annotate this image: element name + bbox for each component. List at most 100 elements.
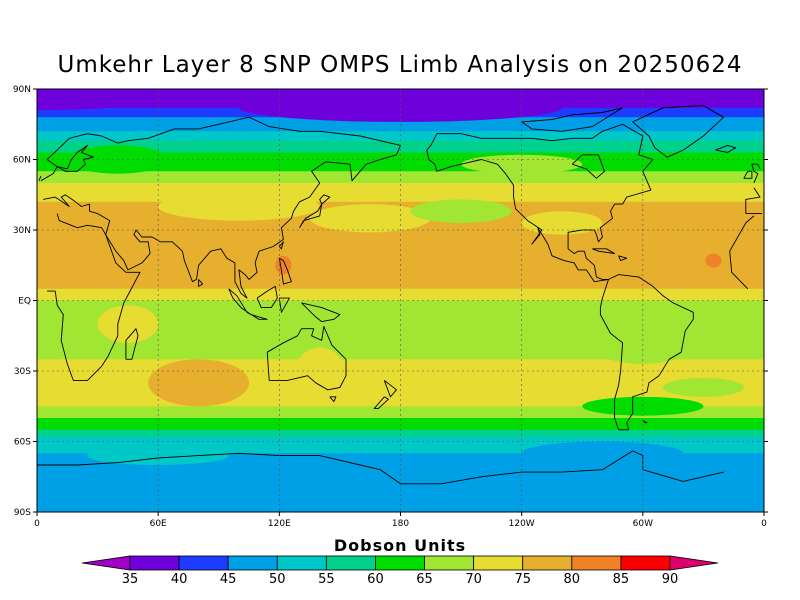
coastline — [278, 257, 292, 285]
colorbar-label: 80 — [564, 572, 581, 587]
colorbar-segment — [522, 555, 573, 571]
gridlines — [37, 89, 764, 512]
colorbar-label: 60 — [367, 572, 384, 587]
ozone-patch — [410, 199, 512, 223]
lon-tick-label: 60E — [150, 519, 167, 529]
ozone-patch — [521, 441, 684, 465]
colorbar-label: 85 — [613, 572, 630, 587]
colorbar-label: 35 — [122, 572, 139, 587]
ozone-band — [37, 131, 764, 142]
coastline — [383, 380, 397, 398]
lon-tick-label: 0 — [34, 519, 40, 529]
coastline — [299, 194, 331, 228]
lat-tick-label: 60S — [14, 438, 31, 448]
ozone-patch — [717, 319, 730, 329]
coastline — [329, 396, 337, 403]
lon-tick-label: 180 — [392, 519, 409, 529]
coastline — [47, 213, 141, 381]
colorbar-segment — [178, 555, 229, 571]
ozone-patch — [97, 305, 159, 343]
lat-tick-label: 30S — [14, 367, 31, 377]
coastline — [38, 175, 42, 181]
ozone-patch — [663, 378, 744, 397]
colorbar-segment — [325, 555, 376, 571]
colorbar: 35 40 45 50 55 60 65 70 75 80 85 90 — [81, 555, 719, 587]
coastline — [729, 251, 749, 290]
coastline — [729, 215, 755, 252]
map-title: Umkehr Layer 8 SNP OMPS Limb Analysis on… — [57, 52, 743, 78]
coastline — [743, 170, 753, 179]
coastline — [632, 105, 725, 158]
colorbar-label: 65 — [416, 572, 433, 587]
ozone-patch — [582, 396, 704, 416]
coastline — [618, 255, 628, 262]
lon-tick-label: 0 — [761, 519, 767, 529]
colorbar-label: 70 — [465, 572, 482, 587]
coastline — [125, 328, 139, 360]
colorbar-segment — [620, 555, 671, 571]
colorbar-title: Dobson Units — [333, 536, 467, 555]
colorbar-segment — [473, 555, 524, 571]
axis-ticks — [33, 88, 768, 516]
lon-tick-label: 120E — [268, 519, 291, 529]
ozone-patch — [705, 253, 722, 268]
ozone-patch — [275, 255, 292, 275]
ozone-band — [37, 140, 764, 153]
coastline — [571, 154, 605, 179]
coastline — [37, 450, 724, 485]
coastline — [642, 420, 648, 424]
lat-tick-label: 90N — [13, 85, 31, 95]
coastline — [301, 302, 341, 323]
ozone-patch — [37, 89, 159, 111]
coastline — [278, 241, 284, 250]
colorbar-segment — [375, 555, 425, 571]
colorbar-arrow-high — [669, 555, 719, 571]
coastline — [592, 248, 616, 254]
coastline — [521, 107, 624, 132]
lat-tick-label: EQ — [18, 297, 31, 307]
coastline — [198, 279, 204, 287]
coastline — [715, 144, 737, 153]
ozone-field — [37, 89, 764, 512]
colorbar-segment — [571, 555, 622, 571]
colorbar-segment — [424, 555, 475, 571]
colorbar-label: 90 — [662, 572, 679, 587]
coastlines — [37, 105, 762, 485]
coastline — [278, 297, 290, 313]
coastline — [745, 187, 761, 214]
coastline — [40, 116, 401, 299]
ozone-band — [37, 429, 764, 438]
coastline — [250, 314, 268, 320]
lat-tick-label: 60N — [13, 156, 31, 166]
ozone-band — [37, 406, 764, 419]
ozone-patch — [148, 359, 250, 407]
colorbar-label: 40 — [171, 572, 188, 587]
coastline — [56, 144, 94, 172]
coastline — [256, 285, 278, 309]
lon-tick-label: 120W — [509, 519, 535, 529]
colorbar-label: 55 — [318, 572, 335, 587]
coastline — [599, 274, 694, 431]
ozone-patch — [238, 93, 563, 122]
lon-tick-label: 60W — [633, 519, 653, 529]
colorbar-label: 75 — [514, 572, 531, 587]
coastline — [426, 123, 654, 283]
ozone-patch — [37, 460, 764, 512]
coastline — [373, 396, 389, 410]
lat-tick-label: 30N — [13, 226, 31, 236]
coastline — [266, 325, 347, 391]
ozone-patch — [158, 192, 320, 221]
coastline — [751, 163, 761, 184]
ozone-band — [37, 171, 764, 184]
colorbar-arrow-low — [81, 555, 131, 571]
colorbar-segment — [227, 555, 278, 571]
ozone-patch — [521, 211, 603, 235]
colorbar-label: 45 — [220, 572, 237, 587]
ozone-patch — [295, 347, 344, 395]
colorbar-label: 50 — [269, 572, 286, 587]
colorbar-segment — [129, 555, 180, 571]
lat-tick-label: 90S — [14, 508, 31, 518]
colorbar-segment — [276, 555, 327, 571]
